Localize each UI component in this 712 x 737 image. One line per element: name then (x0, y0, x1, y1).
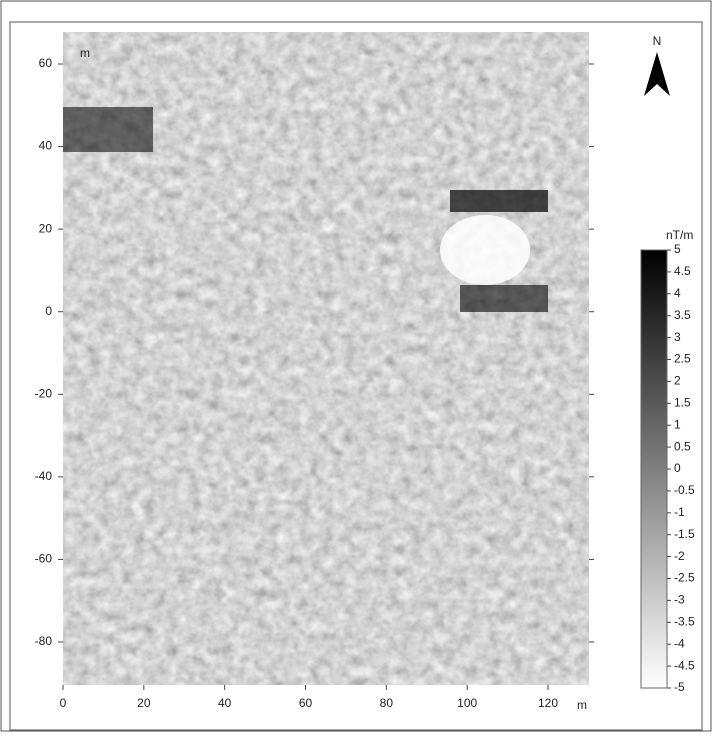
colorbar-tick-label: -3.5 (674, 614, 695, 628)
y-tick-label: 20 (39, 221, 53, 235)
x-tick-label: 40 (218, 696, 232, 710)
colorbar-tick-label: -4 (674, 636, 685, 650)
colorbar-tick-label: 2.5 (674, 352, 691, 366)
x-tick-label: 0 (60, 696, 67, 710)
y-tick-label: -20 (35, 386, 53, 400)
north-label: N (653, 34, 662, 48)
x-tick-label: 100 (457, 696, 477, 710)
x-tick-label: 120 (538, 696, 558, 710)
north-arrow (644, 52, 670, 96)
colorbar-tick-label: 3 (674, 330, 681, 344)
colorbar-tick-label: -0.5 (674, 483, 695, 497)
colorbar-tick-label: -1 (674, 505, 685, 519)
x-unit: m (577, 698, 587, 712)
anomaly (460, 285, 548, 312)
colorbar-tick-label: 3.5 (674, 308, 691, 322)
colorbar (641, 250, 667, 688)
colorbar-tick-label: 1 (674, 417, 681, 431)
colorbar-tick-label: 1.5 (674, 395, 691, 409)
anomaly (63, 107, 153, 152)
colorbar-tick-label: 0 (674, 461, 681, 475)
x-tick-label: 60 (299, 696, 313, 710)
survey-patch (534, 438, 589, 602)
y-tick-label: 40 (39, 139, 53, 153)
colorbar-tick-label: -2 (674, 549, 685, 563)
anomaly (450, 190, 548, 212)
y-tick-label: 0 (45, 304, 52, 318)
y-tick-label: -60 (35, 552, 53, 566)
survey-map: N nT/m m m 0204060801001206040200-20-40-… (0, 0, 712, 732)
colorbar-tick-label: -2.5 (674, 571, 695, 585)
colorbar-tick-label: -1.5 (674, 527, 695, 541)
y-tick-label: -80 (35, 634, 53, 648)
colorbar-tick-label: 0.5 (674, 439, 691, 453)
y-unit: m (80, 46, 90, 60)
colorbar-tick-label: -5 (674, 680, 685, 694)
colorbar-tick-label: -3 (674, 593, 685, 607)
survey-patch (185, 462, 387, 520)
anomaly (440, 215, 530, 285)
y-tick-label: 60 (39, 56, 53, 70)
colorbar-tick-label: -4.5 (674, 658, 695, 672)
y-tick-label: -40 (35, 469, 53, 483)
x-tick-label: 80 (380, 696, 394, 710)
x-tick-label: 20 (137, 696, 151, 710)
colorbar-tick-label: 2 (674, 374, 681, 388)
colorbar-tick-label: 4 (674, 286, 681, 300)
survey-patch (145, 312, 320, 428)
survey-patch (225, 32, 347, 107)
colorbar-unit: nT/m (666, 228, 693, 242)
survey-patch (265, 520, 387, 685)
colorbar-tick-label: 4.5 (674, 264, 691, 278)
colorbar-tick-label: 5 (674, 242, 681, 256)
